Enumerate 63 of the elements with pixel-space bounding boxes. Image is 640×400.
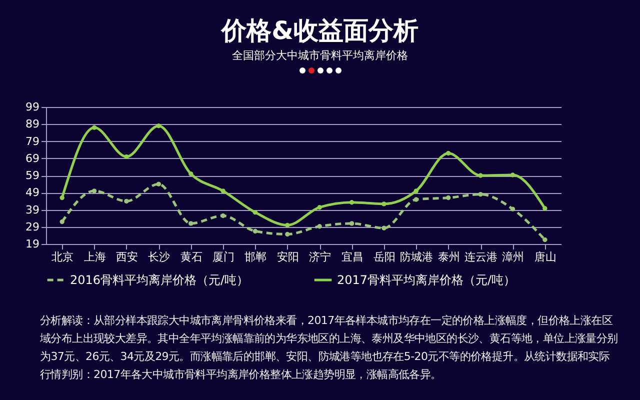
point [60, 219, 64, 224]
x-tick-label: 漳州 [502, 250, 524, 264]
point [414, 188, 418, 194]
point [220, 188, 226, 194]
point [92, 125, 97, 130]
x-tick-label: 唐山 [534, 250, 556, 264]
x-tick-label: 黄石 [180, 250, 202, 264]
point [188, 171, 194, 176]
x-tick-label: 宜昌 [341, 250, 364, 264]
point [252, 210, 258, 215]
x-tick-label: 长沙 [148, 250, 170, 264]
x-tick-label: 厦门 [212, 250, 235, 264]
point [542, 237, 548, 242]
point [156, 182, 161, 186]
legend-label: 2016骨料平均离岸价格（元/吨） [70, 273, 249, 287]
y-tick-label: 49 [26, 186, 40, 200]
point [92, 188, 97, 194]
x-tick-label: 泰州 [438, 250, 460, 264]
point [382, 202, 386, 206]
line-series [60, 123, 548, 228]
point [478, 173, 483, 178]
point [349, 200, 354, 205]
y-tick-label: 39 [26, 203, 40, 216]
chart-title: 价格&收益面分析 [220, 15, 420, 47]
point [285, 232, 290, 237]
y-tick-label: 79 [26, 134, 40, 148]
y-tick-label: 19 [26, 238, 40, 250]
point [510, 206, 516, 212]
legend-label: 2017骨料平均离岸价格（元/吨） [337, 273, 516, 287]
point [124, 154, 129, 160]
point [156, 123, 161, 128]
text: 分析解读：从部分样本跟踪大中城市离岸骨料价格来看，2017年各样本城市均存在一定的价格上涨幅度，但价格上涨在区域分布上出现较大差异。其中全年平均涨幅靠前的为华东地区的上海、泰州及华中地区的长沙、黄石等地，单位上涨量分别为37元、26元、34元及29元。而涨幅靠后的邯郸、安阳、防城港等地也存在5-20元不等的价格提升。从统计数据和实际行情判别：2017年各大中城市骨料平均离岸价格整体上涨趋势明显，涨幅高低各异。 [40, 313, 619, 383]
y-tick-label: 59 [26, 169, 40, 182]
x-tick-label: 西安 [116, 250, 138, 264]
point [349, 221, 354, 226]
chart-subtitle: 全国部分大中城市骨料平均离岸价格 [231, 48, 409, 63]
point [60, 195, 64, 200]
point [188, 221, 194, 226]
point [446, 195, 451, 200]
x-tick-label: 连云港 [464, 250, 498, 264]
point [317, 224, 322, 229]
y-tick-label: 89 [26, 118, 40, 131]
x-tick-label: 北京 [52, 250, 74, 264]
point [542, 206, 548, 211]
point [414, 197, 418, 202]
point [510, 172, 516, 178]
point [124, 198, 129, 204]
x-tick-label: 邯郸 [244, 250, 267, 264]
point [478, 192, 483, 197]
point [382, 226, 386, 230]
point [285, 222, 290, 228]
y-tick-label: 69 [26, 152, 40, 165]
y-tick-label: 29 [26, 220, 40, 234]
x-tick-label: 防城港 [400, 250, 434, 264]
point [446, 150, 451, 156]
point [220, 213, 226, 218]
x-tick-label: 上海 [84, 250, 106, 264]
point [252, 228, 258, 234]
y-tick-label: 99 [26, 100, 40, 114]
x-tick-label: 济宁 [309, 250, 332, 264]
x-tick-label: 岳阳 [373, 250, 396, 264]
point [317, 205, 322, 210]
x-tick-label: 安阳 [276, 250, 299, 264]
